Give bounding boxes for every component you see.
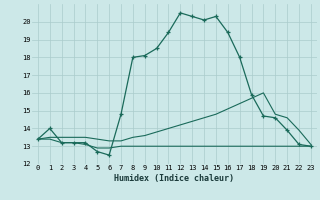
X-axis label: Humidex (Indice chaleur): Humidex (Indice chaleur) <box>115 174 234 183</box>
